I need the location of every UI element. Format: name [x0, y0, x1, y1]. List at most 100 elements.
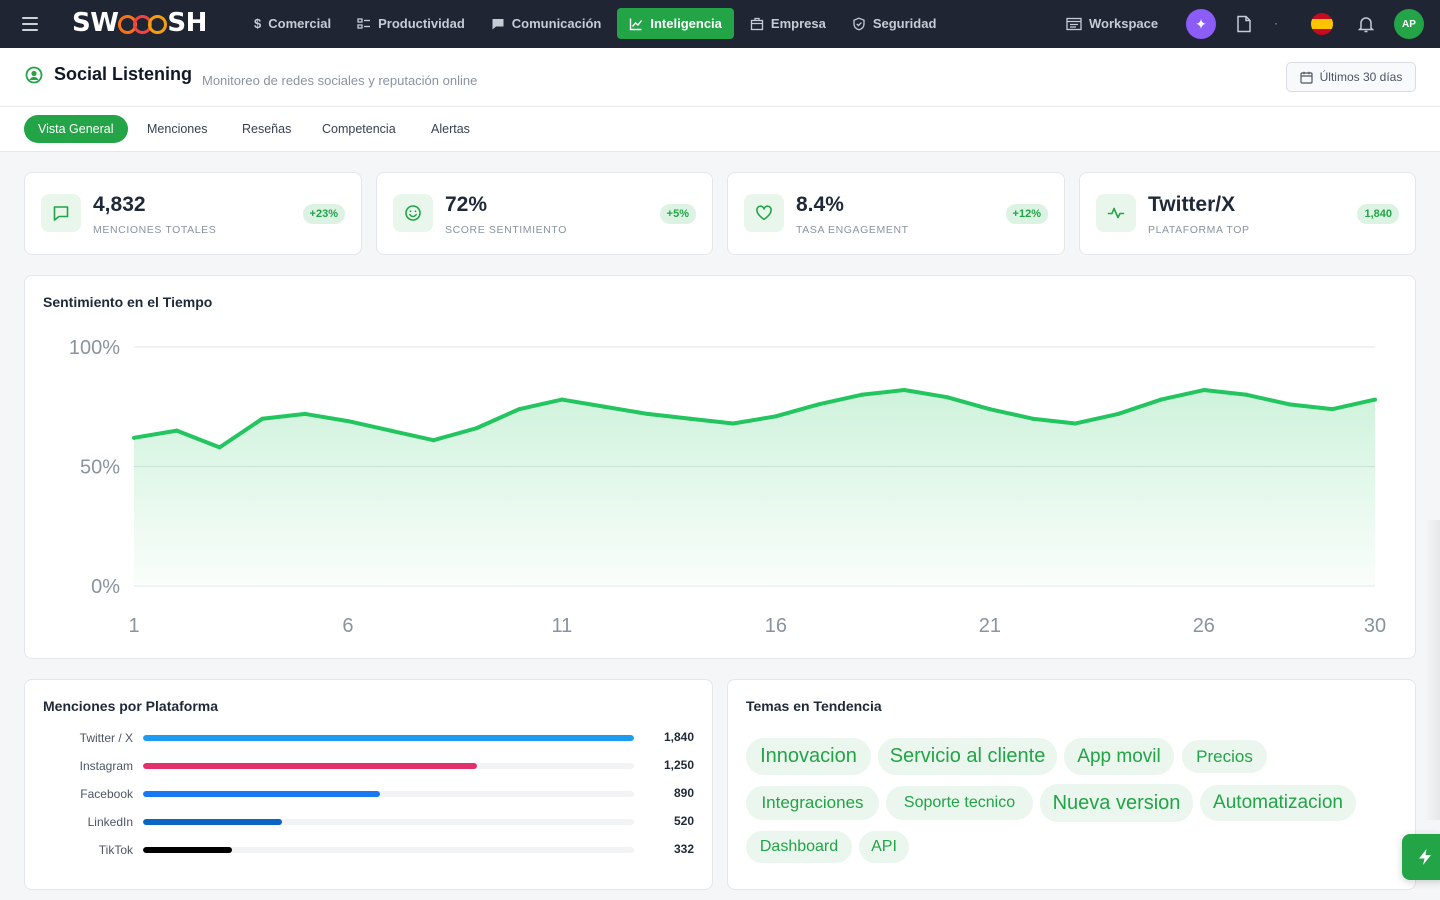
calendar-icon	[1300, 71, 1313, 84]
sentiment-point[interactable]	[688, 416, 693, 421]
trending-tag[interactable]: API	[859, 831, 909, 863]
sentiment-point[interactable]	[345, 419, 350, 424]
quick-action-button[interactable]	[1402, 834, 1440, 880]
kpi-card-sentimiento: 72% SCORE SENTIMIENTO +5%	[376, 172, 713, 255]
sentiment-point[interactable]	[517, 407, 522, 412]
dollar-icon: $	[254, 16, 262, 31]
sentiment-point[interactable]	[217, 445, 222, 450]
tab-menciones[interactable]: Menciones	[147, 115, 207, 143]
trending-tag[interactable]: Innovacion	[746, 738, 871, 775]
kpi-badge: +5%	[659, 204, 696, 224]
platform-mentions-panel: Menciones por Plataforma Twitter / X 1,84…	[24, 679, 713, 890]
sentiment-point[interactable]	[260, 416, 265, 421]
tab-vista-general[interactable]: Vista General	[24, 115, 128, 143]
sentiment-point[interactable]	[388, 428, 393, 433]
sentiment-point[interactable]	[945, 395, 950, 400]
sparkle-icon: ✦	[1195, 15, 1207, 32]
sentiment-point[interactable]	[559, 397, 564, 402]
sentiment-point[interactable]	[1373, 397, 1377, 402]
kpi-badge: +12%	[1005, 204, 1048, 224]
x-tick-label: 1	[128, 615, 139, 637]
workspace-selector[interactable]: Workspace	[1066, 8, 1158, 39]
chart-line-icon	[630, 18, 643, 30]
sentiment-chart: 0%50%100%1 6 11 16 21 26 30	[69, 337, 1386, 637]
kpi-label: SCORE SENTIMIENTO	[445, 224, 568, 236]
spain-flag-icon[interactable]	[1311, 13, 1333, 35]
sentiment-point[interactable]	[1330, 407, 1335, 412]
trending-tag[interactable]: Automatizacion	[1200, 785, 1356, 821]
document-icon[interactable]	[1236, 15, 1252, 33]
nav-item-productividad[interactable]: Productividad	[347, 8, 475, 39]
tab-label: Menciones	[147, 122, 208, 136]
sentiment-point[interactable]	[602, 404, 607, 409]
trending-tag[interactable]: Nueva version	[1040, 784, 1193, 822]
platform-bar-row: Twitter / X 1,840	[25, 728, 713, 748]
bar-value: 1,840	[663, 730, 694, 744]
sentiment-point[interactable]	[1287, 402, 1292, 407]
kpi-card-plataforma: Twitter/X PLATAFORMA TOP 1,840	[1079, 172, 1416, 255]
sentiment-point[interactable]	[303, 411, 308, 416]
menu-icon[interactable]	[22, 14, 42, 34]
trending-tag[interactable]: Integraciones	[746, 786, 879, 820]
nav-item-inteligencia[interactable]: Inteligencia	[617, 8, 734, 39]
tab-competencia[interactable]: Competencia	[322, 115, 396, 143]
nav-item-seguridad[interactable]: Seguridad	[842, 8, 947, 39]
sentiment-point[interactable]	[431, 438, 436, 443]
tab-alertas[interactable]: Alertas	[431, 115, 470, 143]
date-range-button[interactable]: Últimos 30 días	[1286, 62, 1416, 92]
tab-label: Competencia	[322, 122, 396, 136]
kpi-value: 72%	[445, 193, 488, 216]
nav-item-label: Empresa	[770, 16, 826, 31]
sentiment-point[interactable]	[773, 414, 778, 419]
bar-fill	[143, 847, 232, 853]
chevron-down-icon[interactable]: ·	[1274, 16, 1278, 30]
checklist-icon	[357, 17, 371, 29]
bar-track	[143, 763, 634, 769]
sentiment-point[interactable]	[474, 426, 479, 431]
kpi-badge: +23%	[302, 204, 345, 224]
sentiment-point[interactable]	[816, 402, 821, 407]
logo[interactable]: SW SH	[72, 8, 207, 38]
trending-tag[interactable]: App movil	[1064, 738, 1174, 775]
bar-value: 890	[673, 786, 694, 800]
ai-assistant-button[interactable]: ✦	[1186, 9, 1216, 39]
sentiment-point[interactable]	[987, 407, 992, 412]
panel-title: Menciones por Plataforma	[43, 698, 219, 714]
bar-track	[143, 791, 634, 797]
sentiment-point[interactable]	[1159, 397, 1164, 402]
sentiment-point[interactable]	[859, 392, 864, 397]
nav-item-empresa[interactable]: Empresa	[740, 8, 836, 39]
sentiment-point[interactable]	[132, 435, 136, 440]
nav-item-label: Seguridad	[872, 16, 937, 31]
shield-icon	[853, 16, 865, 30]
sentiment-point[interactable]	[1201, 388, 1206, 393]
trending-tag[interactable]: Precios	[1182, 740, 1267, 773]
nav-item-comercial[interactable]: $ Comercial	[244, 8, 341, 39]
tab-resenas[interactable]: Reseñas	[242, 115, 291, 143]
avatar[interactable]: AP	[1394, 9, 1424, 39]
bar-label: Twitter / X	[79, 731, 133, 745]
bar-value: 332	[673, 842, 694, 856]
sentiment-point[interactable]	[902, 388, 907, 393]
sentiment-point[interactable]	[1244, 392, 1249, 397]
sentiment-point[interactable]	[731, 421, 736, 426]
sentiment-point[interactable]	[1116, 411, 1121, 416]
kpi-value: Twitter/X	[1148, 193, 1236, 216]
sentiment-line	[133, 388, 1376, 450]
sentiment-point[interactable]	[645, 411, 650, 416]
page-title: Social Listening	[54, 64, 193, 84]
sentiment-point[interactable]	[1073, 421, 1078, 426]
sentiment-chart-panel: Sentimiento en el Tiempo 0% 50% 100% 1 6 11 16…	[24, 275, 1416, 659]
trending-tag[interactable]: Soporte tecnico	[886, 786, 1033, 820]
bar-track	[143, 847, 634, 853]
sentiment-point[interactable]	[1030, 416, 1035, 421]
top-navbar: SW SH $ Comercial Productividad Comunicac…	[0, 0, 1440, 48]
trending-tag[interactable]: Servicio al cliente	[878, 738, 1057, 775]
nav-item-comunicacion[interactable]: Comunicación	[481, 8, 612, 39]
bar-value: 1,250	[663, 758, 694, 772]
sentiment-point[interactable]	[174, 428, 179, 433]
bell-icon[interactable]	[1358, 15, 1374, 33]
kpi-icon-wrap	[744, 194, 784, 232]
bar-label: TikTok	[98, 843, 133, 857]
trending-tag[interactable]: Dashboard	[746, 831, 852, 863]
